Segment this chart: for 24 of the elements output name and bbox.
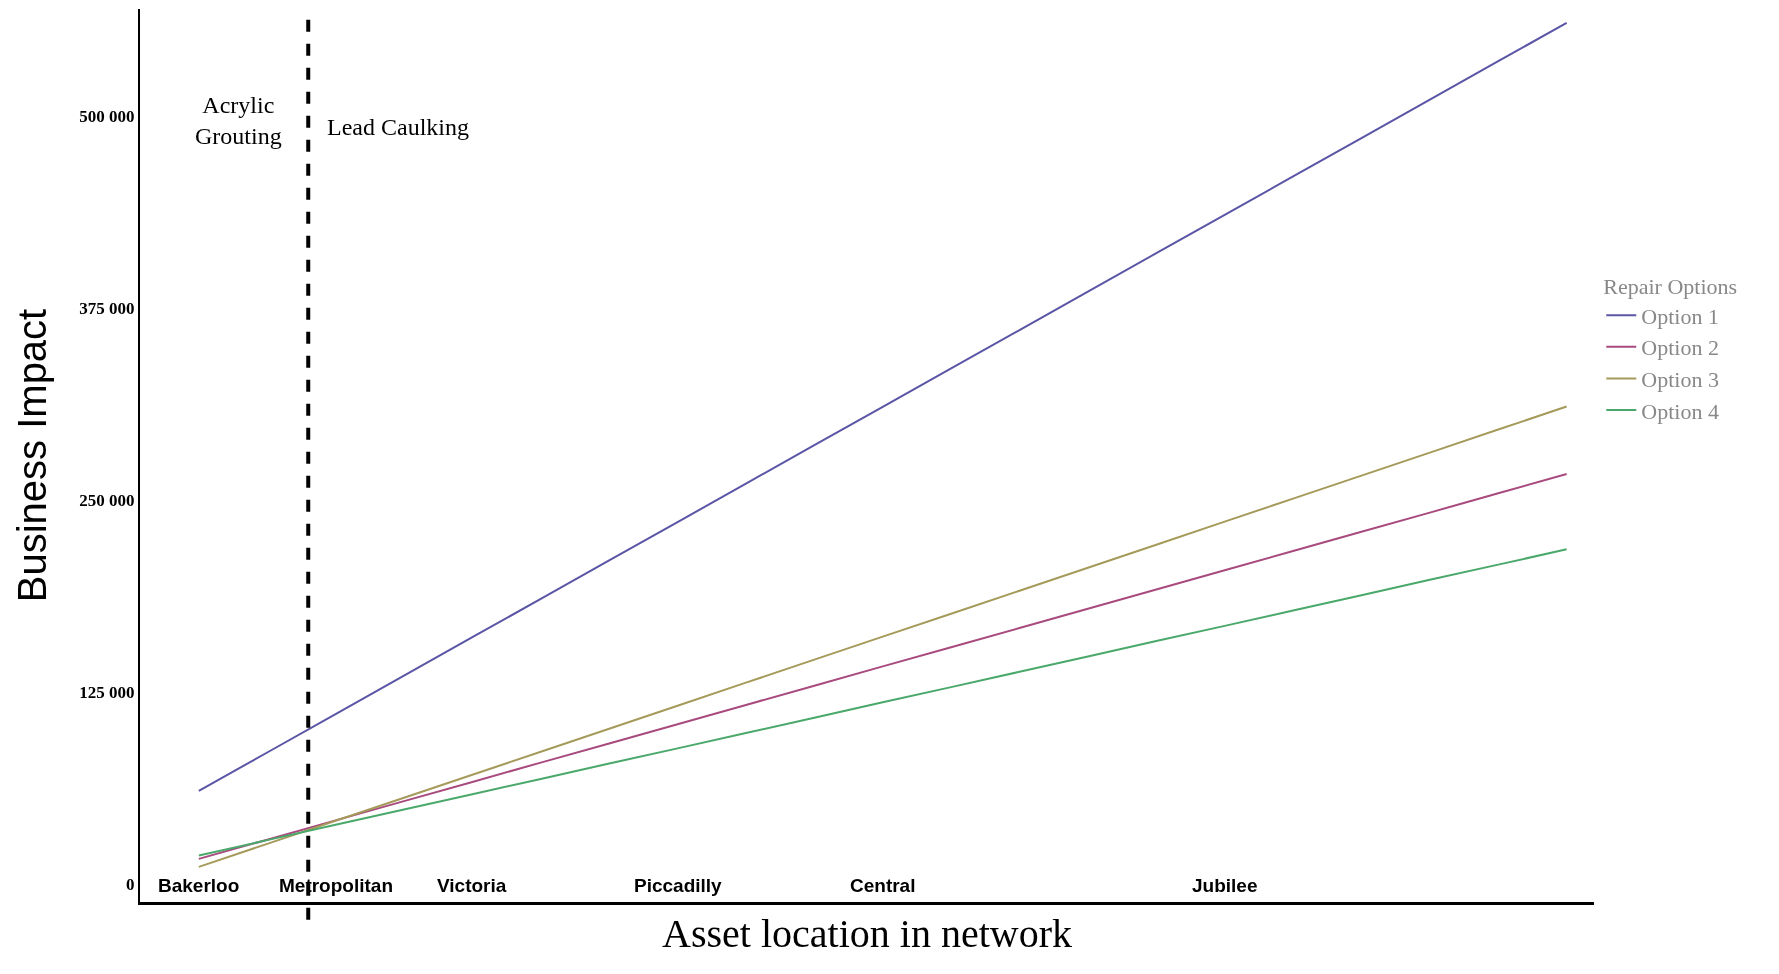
y-tick-label: 500 000	[79, 107, 135, 127]
x-tick-label: Bakerloo	[158, 875, 240, 896]
x-axis-title: Asset location in network	[662, 910, 1072, 956]
x-tick-label: Victoria	[437, 875, 507, 896]
annotation: Acrylic Grouting	[195, 92, 282, 150]
line-series	[197, 548, 1568, 857]
legend-label: Option 4	[1641, 398, 1719, 424]
y-tick-label: 375 000	[79, 299, 135, 319]
line-series	[197, 21, 1568, 792]
y-tick-label: 250 000	[79, 491, 135, 511]
y-tick-label: 125 000	[79, 682, 135, 702]
line-series	[197, 405, 1568, 868]
legend-label: Option 2	[1641, 335, 1719, 361]
line-series	[197, 473, 1568, 860]
legend-label: Option 3	[1641, 367, 1719, 393]
annotation: Lead Caulking	[327, 114, 469, 140]
x-tick-label: Central	[850, 875, 916, 896]
x-tick-label: Jubilee	[1192, 875, 1258, 896]
x-tick-label: Metropolitan	[279, 875, 393, 896]
legend-label: Option 1	[1641, 303, 1719, 329]
x-tick-label: Piccadilly	[634, 875, 723, 896]
legend-title: Repair Options	[1603, 274, 1738, 300]
y-tick-label: 0	[126, 874, 135, 894]
y-axis-title: Business Impact	[10, 308, 55, 603]
